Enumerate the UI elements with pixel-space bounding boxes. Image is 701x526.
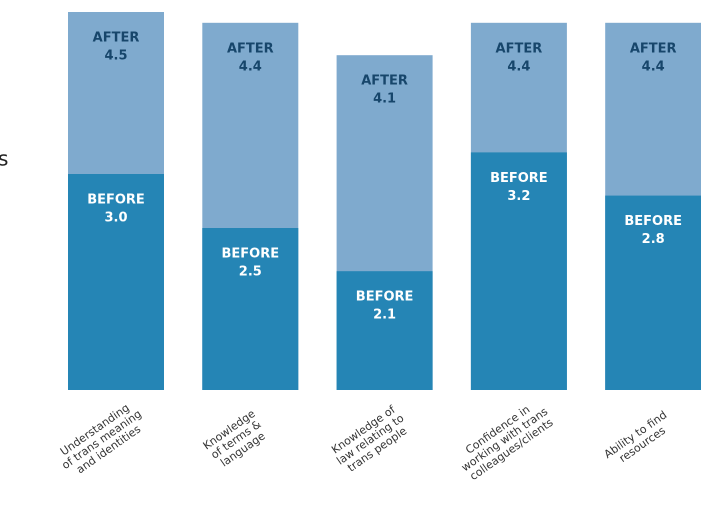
bar [336, 271, 433, 390]
series-label: BEFORE [624, 214, 682, 229]
annotation: s [0, 147, 8, 171]
value-label: 4.4 [642, 59, 665, 74]
series-label: BEFORE [356, 290, 414, 305]
value-label: 4.4 [507, 59, 530, 74]
series-label: AFTER [93, 31, 140, 46]
value-label: 2.1 [373, 308, 396, 323]
series-label: BEFORE [490, 171, 548, 186]
value-label: 3.2 [507, 189, 530, 204]
value-label: 2.8 [642, 232, 665, 247]
bar [605, 195, 701, 390]
bar [202, 228, 299, 390]
series-label: AFTER [630, 41, 677, 56]
series-label: BEFORE [221, 247, 279, 262]
value-label: 4.5 [104, 49, 127, 64]
value-label: 2.5 [239, 265, 262, 280]
value-label: 4.1 [373, 92, 396, 107]
series-label: AFTER [361, 74, 408, 89]
series-label: AFTER [227, 41, 274, 56]
series-label: BEFORE [87, 193, 145, 208]
series-label: AFTER [496, 41, 543, 56]
value-label: 4.4 [239, 59, 262, 74]
bar [68, 174, 164, 390]
bar [470, 152, 567, 390]
value-label: 3.0 [104, 211, 127, 226]
